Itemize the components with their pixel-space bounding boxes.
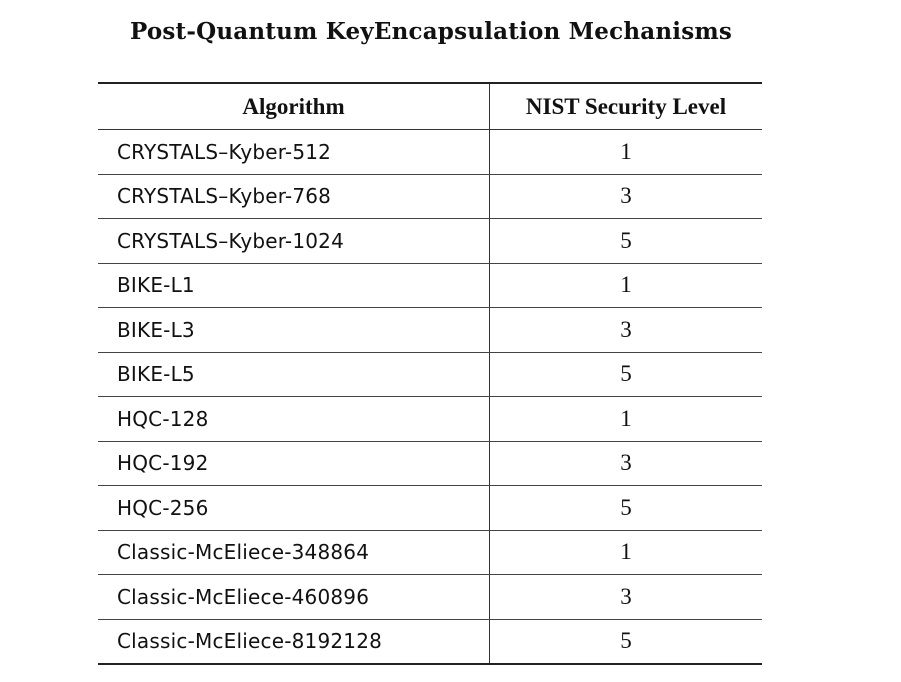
algorithm-cell: BIKE-L5 <box>98 352 490 397</box>
security-level-cell: 1 <box>489 530 762 575</box>
algorithm-cell: Classic-McEliece-460896 <box>98 574 490 620</box>
table-row: CRYSTALS–Kyber-512 1 <box>98 129 762 175</box>
header-algorithm: Algorithm <box>98 83 490 130</box>
table-row: CRYSTALS–Kyber-1024 5 <box>98 218 762 264</box>
table-row: Classic-McEliece-348864 1 <box>98 530 762 575</box>
table-row: Classic-McEliece-8192128 5 <box>98 619 762 665</box>
algorithm-cell: Classic-McEliece-8192128 <box>98 619 490 665</box>
table-row: BIKE-L3 3 <box>98 307 762 353</box>
algorithm-cell: CRYSTALS–Kyber-1024 <box>98 218 490 264</box>
algorithm-cell: HQC-192 <box>98 441 490 486</box>
security-level-cell: 1 <box>489 396 762 442</box>
security-level-cell: 1 <box>489 263 762 308</box>
table-row: HQC-256 5 <box>98 485 762 531</box>
table-row: HQC-128 1 <box>98 396 762 442</box>
security-level-cell: 5 <box>489 352 762 397</box>
algorithm-cell: BIKE-L3 <box>98 307 490 353</box>
table-title: Post-Quantum KeyEncapsulation Mechanisms <box>129 18 733 45</box>
algorithm-cell: CRYSTALS–Kyber-768 <box>98 174 490 219</box>
security-level-cell: 3 <box>489 441 762 486</box>
algorithm-cell: BIKE-L1 <box>98 263 490 308</box>
table-header-row: Algorithm NIST Security Level <box>98 83 762 130</box>
table-row: Classic-McEliece-460896 3 <box>98 574 762 620</box>
security-level-cell: 5 <box>489 619 762 665</box>
algorithm-cell: Classic-McEliece-348864 <box>98 530 490 575</box>
security-level-cell: 5 <box>489 485 762 531</box>
kem-table: Algorithm NIST Security Level CRYSTALS–K… <box>98 82 762 665</box>
security-level-cell: 5 <box>489 218 762 264</box>
table-row: BIKE-L1 1 <box>98 263 762 308</box>
security-level-cell: 1 <box>489 129 762 175</box>
security-level-cell: 3 <box>489 307 762 353</box>
algorithm-cell: HQC-128 <box>98 396 490 442</box>
security-level-cell: 3 <box>489 574 762 620</box>
algorithm-cell: CRYSTALS–Kyber-512 <box>98 129 490 175</box>
table-row: CRYSTALS–Kyber-768 3 <box>98 174 762 219</box>
table-row: HQC-192 3 <box>98 441 762 486</box>
algorithm-cell: HQC-256 <box>98 485 490 531</box>
table-row: BIKE-L5 5 <box>98 352 762 397</box>
security-level-cell: 3 <box>489 174 762 219</box>
header-security-level: NIST Security Level <box>489 83 762 130</box>
